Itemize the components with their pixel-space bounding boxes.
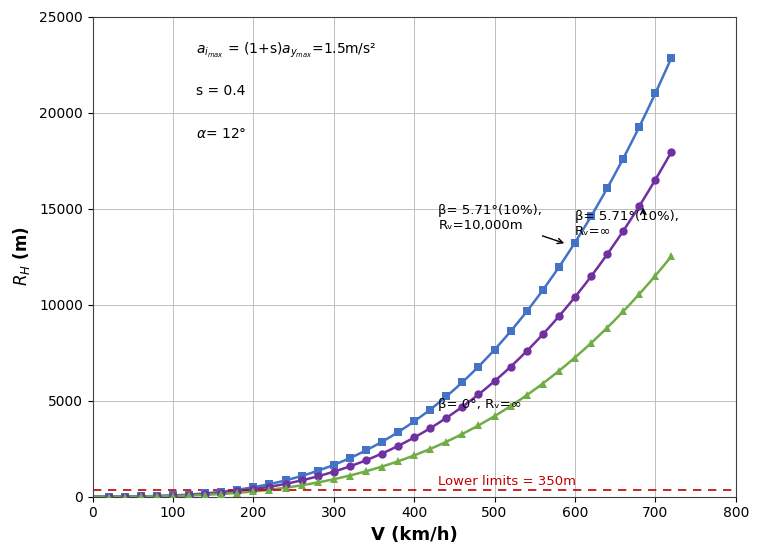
Text: $a_{i_{max}}$ = (1+s)$a_{y_{max}}$=1.5m/s²: $a_{i_{max}}$ = (1+s)$a_{y_{max}}$=1.5m/… [195,41,376,60]
Text: β= 0°, Rᵥ=∞: β= 0°, Rᵥ=∞ [439,398,522,411]
Text: β= 5.71°(10%),
Rᵥ=10,000m: β= 5.71°(10%), Rᵥ=10,000m [439,204,563,244]
Text: s = 0.4: s = 0.4 [195,84,245,98]
Y-axis label: $R_H$ (m): $R_H$ (m) [11,227,32,286]
Text: Lower limits = 350m: Lower limits = 350m [439,475,576,487]
X-axis label: V (km/h): V (km/h) [371,526,458,544]
Text: $\alpha$= 12°: $\alpha$= 12° [195,127,246,141]
Text: β= 5.71°(10%),
Rᵥ=∞: β= 5.71°(10%), Rᵥ=∞ [575,210,679,238]
